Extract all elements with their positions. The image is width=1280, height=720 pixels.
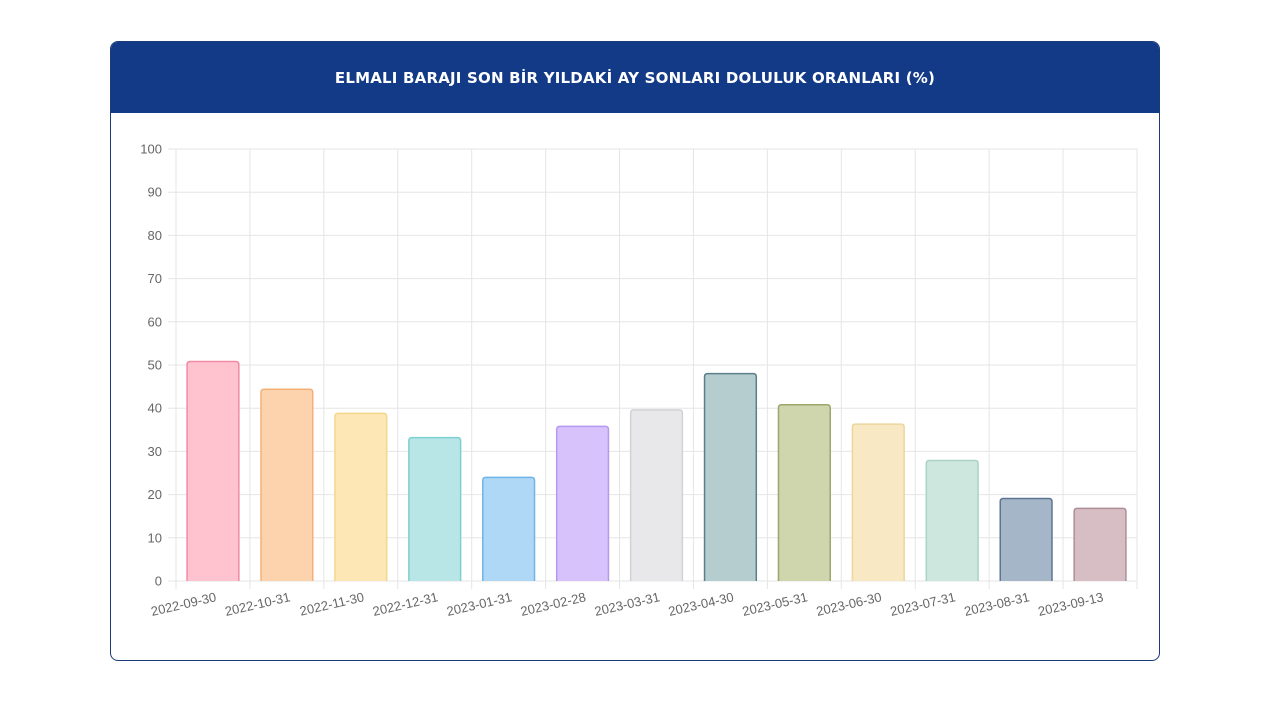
bar bbox=[851, 423, 905, 581]
x-tick-label: 2023-04-30 bbox=[667, 589, 735, 619]
y-tick-label: 80 bbox=[148, 228, 162, 243]
x-tick-label: 2022-12-31 bbox=[371, 589, 439, 619]
y-tick-label: 100 bbox=[140, 142, 162, 157]
bar bbox=[260, 388, 314, 581]
bar bbox=[703, 372, 758, 581]
bar bbox=[1073, 507, 1127, 581]
bar bbox=[482, 476, 536, 581]
x-tick-label: 2023-01-31 bbox=[445, 589, 513, 619]
x-tick-label: 2022-11-30 bbox=[298, 589, 365, 618]
x-tick-label: 2023-06-30 bbox=[815, 589, 883, 619]
y-tick-label: 60 bbox=[148, 314, 162, 329]
y-tick-label: 10 bbox=[148, 530, 162, 545]
x-tick-label: 2023-08-31 bbox=[963, 589, 1031, 619]
y-tick-label: 20 bbox=[148, 487, 162, 502]
chart-title: ELMALI BARAJI SON BİR YILDAKİ AY SONLARI… bbox=[334, 68, 936, 87]
x-tick-label: 2023-02-28 bbox=[519, 589, 587, 619]
y-tick-label: 40 bbox=[148, 401, 162, 416]
bar bbox=[555, 425, 610, 581]
bar bbox=[408, 436, 462, 581]
y-tick-label: 50 bbox=[148, 358, 162, 373]
y-tick-label: 70 bbox=[148, 271, 162, 286]
chart-header: ELMALI BARAJI SON BİR YILDAKİ AY SONLARI… bbox=[111, 42, 1159, 113]
x-tick-label: 2023-03-31 bbox=[593, 589, 661, 619]
x-tick-label: 2023-09-13 bbox=[1037, 589, 1105, 619]
x-tick-label: 2023-05-31 bbox=[741, 589, 809, 619]
x-tick-label: 2022-09-30 bbox=[149, 589, 217, 619]
y-tick-label: 90 bbox=[148, 185, 162, 200]
bar bbox=[629, 409, 684, 581]
bar bbox=[334, 412, 388, 581]
bar bbox=[925, 459, 979, 581]
y-tick-label: 0 bbox=[155, 574, 162, 589]
x-tick-label: 2023-07-31 bbox=[889, 589, 957, 619]
y-tick-label: 30 bbox=[148, 444, 162, 459]
x-tick-label: 2022-10-31 bbox=[223, 589, 291, 619]
bar bbox=[999, 497, 1053, 581]
bar bbox=[777, 403, 831, 581]
bar bbox=[186, 360, 240, 581]
